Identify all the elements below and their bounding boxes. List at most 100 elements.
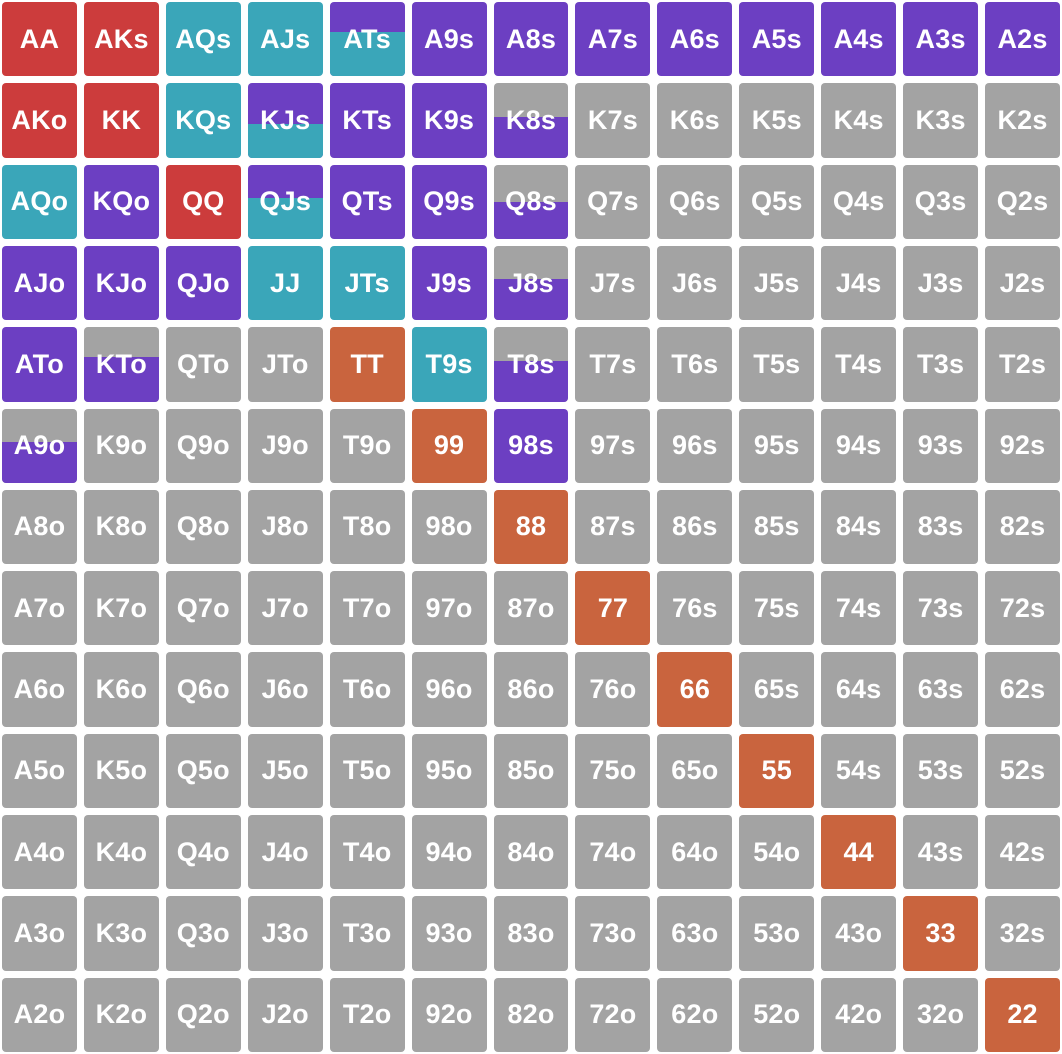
hand-cell-a2o[interactable]: A2o	[2, 977, 77, 1052]
hand-cell-94s[interactable]: 94s	[821, 408, 897, 483]
hand-cell-64o[interactable]: 64o	[657, 815, 733, 890]
hand-cell-a2s[interactable]: A2s	[985, 2, 1060, 77]
hand-cell-a4s[interactable]: A4s	[821, 2, 897, 77]
hand-cell-k8o[interactable]: K8o	[83, 489, 159, 565]
hand-cell-95o[interactable]: 95o	[411, 733, 487, 809]
hand-cell-a9s[interactable]: A9s	[411, 2, 487, 77]
hand-cell-77[interactable]: 77	[575, 571, 651, 646]
hand-cell-k6s[interactable]: K6s	[657, 83, 733, 158]
hand-cell-76s[interactable]: 76s	[657, 571, 733, 646]
hand-cell-42o[interactable]: 42o	[821, 977, 897, 1052]
hand-cell-a7o[interactable]: A7o	[2, 571, 77, 646]
hand-cell-k3o[interactable]: K3o	[83, 896, 159, 971]
hand-cell-q2o[interactable]: Q2o	[165, 977, 241, 1052]
hand-cell-j2s[interactable]: J2s	[985, 245, 1060, 321]
hand-cell-32o[interactable]: 32o	[903, 977, 979, 1052]
hand-cell-t3o[interactable]: T3o	[329, 896, 405, 971]
hand-cell-a5o[interactable]: A5o	[2, 733, 77, 809]
hand-cell-j3o[interactable]: J3o	[247, 896, 323, 971]
hand-cell-kts[interactable]: KTs	[329, 83, 405, 158]
hand-cell-92o[interactable]: 92o	[411, 977, 487, 1052]
hand-cell-64s[interactable]: 64s	[821, 652, 897, 727]
hand-cell-85s[interactable]: 85s	[739, 489, 815, 565]
hand-cell-82s[interactable]: 82s	[985, 489, 1060, 565]
hand-cell-86s[interactable]: 86s	[657, 489, 733, 565]
hand-cell-87s[interactable]: 87s	[575, 489, 651, 565]
hand-cell-q6s[interactable]: Q6s	[657, 164, 733, 239]
hand-cell-72o[interactable]: 72o	[575, 977, 651, 1052]
hand-cell-73s[interactable]: 73s	[903, 571, 979, 646]
hand-cell-qto[interactable]: QTo	[165, 327, 241, 402]
hand-cell-k6o[interactable]: K6o	[83, 652, 159, 727]
hand-cell-k8s[interactable]: K8s	[493, 83, 569, 158]
hand-cell-88[interactable]: 88	[493, 489, 569, 565]
hand-cell-q8s[interactable]: Q8s	[493, 164, 569, 239]
hand-cell-t8s[interactable]: T8s	[493, 327, 569, 402]
hand-cell-86o[interactable]: 86o	[493, 652, 569, 727]
hand-cell-k5o[interactable]: K5o	[83, 733, 159, 809]
hand-cell-74s[interactable]: 74s	[821, 571, 897, 646]
hand-cell-ako[interactable]: AKo	[2, 83, 77, 158]
hand-cell-q3o[interactable]: Q3o	[165, 896, 241, 971]
hand-cell-k4s[interactable]: K4s	[821, 83, 897, 158]
hand-cell-j9s[interactable]: J9s	[411, 245, 487, 321]
hand-cell-j8o[interactable]: J8o	[247, 489, 323, 565]
hand-cell-44[interactable]: 44	[821, 815, 897, 890]
hand-cell-54o[interactable]: 54o	[739, 815, 815, 890]
hand-cell-33[interactable]: 33	[903, 896, 979, 971]
hand-cell-kto[interactable]: KTo	[83, 327, 159, 402]
hand-cell-kjs[interactable]: KJs	[247, 83, 323, 158]
hand-cell-t2o[interactable]: T2o	[329, 977, 405, 1052]
hand-cell-t6o[interactable]: T6o	[329, 652, 405, 727]
hand-cell-63s[interactable]: 63s	[903, 652, 979, 727]
hand-cell-j2o[interactable]: J2o	[247, 977, 323, 1052]
hand-cell-32s[interactable]: 32s	[985, 896, 1060, 971]
hand-cell-t2s[interactable]: T2s	[985, 327, 1060, 402]
hand-cell-q6o[interactable]: Q6o	[165, 652, 241, 727]
hand-cell-83o[interactable]: 83o	[493, 896, 569, 971]
hand-cell-98o[interactable]: 98o	[411, 489, 487, 565]
hand-cell-aa[interactable]: AA	[2, 2, 77, 77]
hand-cell-t7s[interactable]: T7s	[575, 327, 651, 402]
hand-cell-q4s[interactable]: Q4s	[821, 164, 897, 239]
hand-cell-a6o[interactable]: A6o	[2, 652, 77, 727]
hand-cell-75o[interactable]: 75o	[575, 733, 651, 809]
hand-cell-73o[interactable]: 73o	[575, 896, 651, 971]
hand-cell-qjo[interactable]: QJo	[165, 245, 241, 321]
hand-cell-52o[interactable]: 52o	[739, 977, 815, 1052]
hand-cell-a3o[interactable]: A3o	[2, 896, 77, 971]
hand-cell-ats[interactable]: ATs	[329, 2, 405, 77]
hand-cell-96o[interactable]: 96o	[411, 652, 487, 727]
hand-cell-j9o[interactable]: J9o	[247, 408, 323, 483]
hand-cell-k5s[interactable]: K5s	[739, 83, 815, 158]
hand-cell-t4o[interactable]: T4o	[329, 815, 405, 890]
hand-cell-84s[interactable]: 84s	[821, 489, 897, 565]
hand-cell-q3s[interactable]: Q3s	[903, 164, 979, 239]
hand-cell-k2o[interactable]: K2o	[83, 977, 159, 1052]
hand-cell-j6o[interactable]: J6o	[247, 652, 323, 727]
hand-cell-j5o[interactable]: J5o	[247, 733, 323, 809]
hand-cell-q2s[interactable]: Q2s	[985, 164, 1060, 239]
hand-cell-65o[interactable]: 65o	[657, 733, 733, 809]
hand-cell-a9o[interactable]: A9o	[2, 408, 77, 483]
hand-cell-83s[interactable]: 83s	[903, 489, 979, 565]
hand-cell-99[interactable]: 99	[411, 408, 487, 483]
hand-cell-87o[interactable]: 87o	[493, 571, 569, 646]
hand-cell-aks[interactable]: AKs	[83, 2, 159, 77]
hand-cell-97o[interactable]: 97o	[411, 571, 487, 646]
hand-cell-ajs[interactable]: AJs	[247, 2, 323, 77]
hand-cell-43o[interactable]: 43o	[821, 896, 897, 971]
hand-cell-t8o[interactable]: T8o	[329, 489, 405, 565]
hand-cell-k2s[interactable]: K2s	[985, 83, 1060, 158]
hand-cell-j4o[interactable]: J4o	[247, 815, 323, 890]
hand-cell-54s[interactable]: 54s	[821, 733, 897, 809]
hand-cell-kjo[interactable]: KJo	[83, 245, 159, 321]
hand-cell-j7o[interactable]: J7o	[247, 571, 323, 646]
hand-cell-98s[interactable]: 98s	[493, 408, 569, 483]
hand-cell-k3s[interactable]: K3s	[903, 83, 979, 158]
hand-cell-62s[interactable]: 62s	[985, 652, 1060, 727]
hand-cell-62o[interactable]: 62o	[657, 977, 733, 1052]
hand-cell-q5s[interactable]: Q5s	[739, 164, 815, 239]
hand-cell-kqo[interactable]: KQo	[83, 164, 159, 239]
hand-cell-q9s[interactable]: Q9s	[411, 164, 487, 239]
